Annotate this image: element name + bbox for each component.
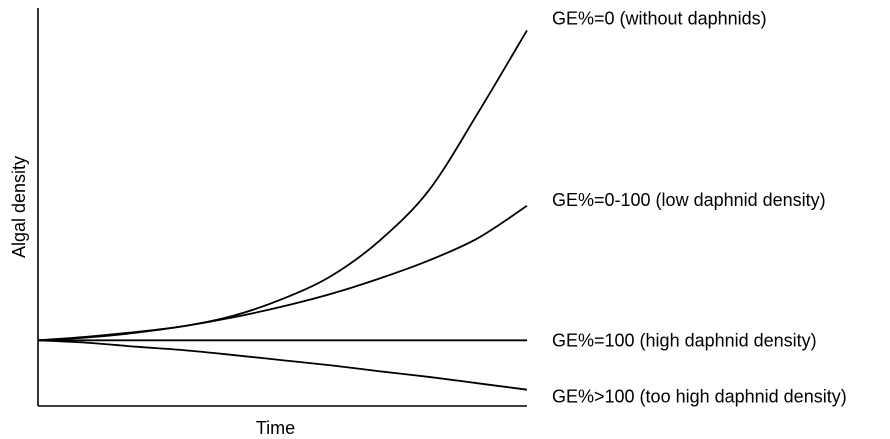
series-curves — [37, 29, 528, 391]
series-label-4: GE%>100 (too high daphnid density) — [552, 387, 847, 407]
series-label-3: GE%=100 (high daphnid density) — [552, 330, 817, 350]
series-line-4 — [37, 339, 528, 391]
series-line-1 — [37, 29, 528, 342]
series-label-2: GE%=0-100 (low daphnid density) — [552, 190, 826, 210]
series-labels: GE%=0 (without daphnids) GE%=0-100 (low d… — [552, 8, 847, 406]
series-label-1: GE%=0 (without daphnids) — [552, 8, 767, 28]
axes — [37, 8, 527, 407]
y-axis-label: Algal density — [9, 156, 29, 258]
series-line-2 — [37, 205, 528, 342]
x-axis-label: Time — [256, 418, 295, 438]
